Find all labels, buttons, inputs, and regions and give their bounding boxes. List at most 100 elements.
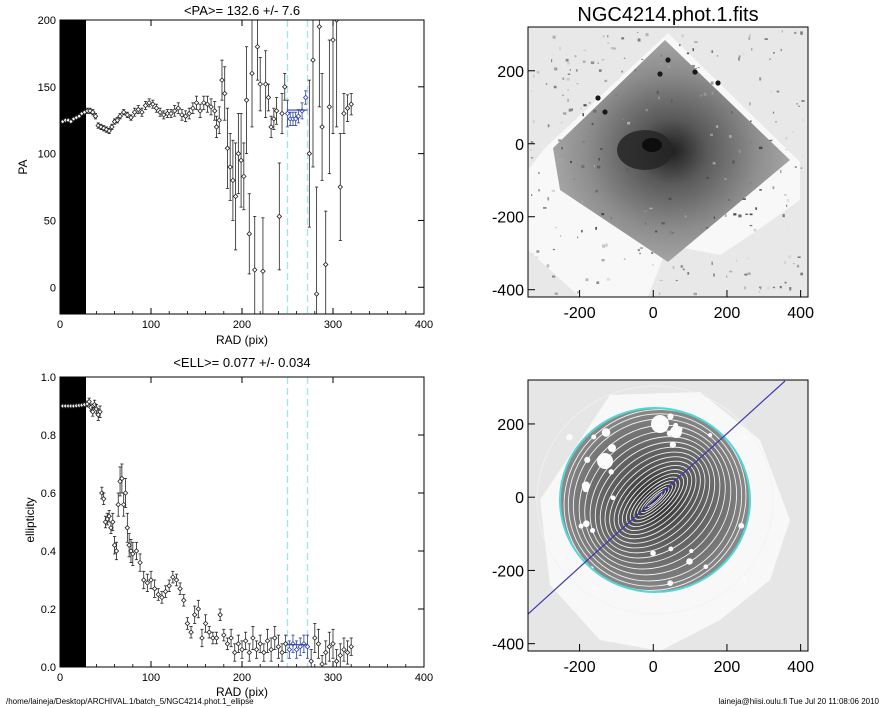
ell-point-46 xyxy=(173,573,180,587)
isophote-3 xyxy=(640,486,670,514)
masked-hole xyxy=(583,520,590,528)
galaxy-speck xyxy=(615,94,618,96)
galaxy-speck xyxy=(716,125,719,128)
galaxy-speck xyxy=(789,287,792,291)
galaxy-speck xyxy=(576,83,579,85)
galaxy-speck xyxy=(623,258,626,260)
isophote-y-ticks: -400 -200 0 200 xyxy=(492,417,535,654)
galaxy-speck xyxy=(554,292,558,295)
ell-point-57 xyxy=(213,631,220,645)
galaxy-speck xyxy=(801,154,804,157)
galaxy-speck xyxy=(533,120,535,124)
pa-xtick-label-200: 200 xyxy=(233,319,251,331)
galaxy-speck xyxy=(770,90,772,92)
img2-xtick-label-0: 0 xyxy=(649,659,658,676)
galaxy-speck xyxy=(736,260,738,262)
ell-point-21 xyxy=(106,509,112,523)
galaxy-speck xyxy=(694,41,698,43)
pa-point-28 xyxy=(142,101,149,110)
pa-point-59 xyxy=(243,46,250,155)
pa-ytick-label-150: 150 xyxy=(38,82,56,94)
isophote-image-panel: -200 0 200 400 -400 -200 0 200 xyxy=(492,379,814,676)
galaxy-speck xyxy=(783,194,787,196)
ell-point-49 xyxy=(184,617,191,630)
galaxy-speck xyxy=(597,62,599,64)
ell-point-93 xyxy=(344,640,351,665)
galaxy-speck xyxy=(601,59,605,61)
pa-point-36 xyxy=(171,105,178,117)
ell-point-92 xyxy=(341,637,347,662)
pa-point-67 xyxy=(265,83,272,112)
masked-hole xyxy=(739,434,747,442)
galaxy-speck xyxy=(672,266,675,269)
pa-point-44 xyxy=(201,95,207,110)
galaxy-speck xyxy=(680,209,682,211)
pa-axes-frame xyxy=(59,19,425,315)
galaxy-speck xyxy=(547,124,550,128)
galaxy-speck xyxy=(741,52,745,56)
ell-point-55 xyxy=(206,626,213,639)
galaxy-speck xyxy=(772,111,775,114)
masked-hole-large-0 xyxy=(651,415,669,433)
ell-point-58 xyxy=(217,608,223,621)
pa-point-12 xyxy=(92,113,99,120)
galaxy-speck xyxy=(716,55,719,57)
galaxy-speck xyxy=(759,189,762,191)
bright-knot-5 xyxy=(602,109,608,115)
galaxy-speck xyxy=(796,264,800,268)
image-frame xyxy=(527,26,809,298)
pa-point-81 xyxy=(306,79,313,228)
pa-point-93 xyxy=(348,93,354,116)
masked-hole-large-1 xyxy=(670,426,682,438)
galaxy-speck xyxy=(580,108,582,110)
galaxy-speck xyxy=(766,286,771,290)
img2-xtick-label-200: 200 xyxy=(714,659,741,676)
galaxy-speck xyxy=(649,207,653,210)
bright-knot-3 xyxy=(715,80,721,86)
ell-point-86 xyxy=(319,655,325,667)
ell-ytick-label-0.8: 0.8 xyxy=(41,430,56,442)
galaxy-speck xyxy=(776,90,780,93)
ell-point-54 xyxy=(202,614,209,633)
pa-point-17 xyxy=(106,127,112,134)
galaxy-speck xyxy=(530,149,532,151)
galaxy-speck xyxy=(530,253,534,256)
pa-point-84 xyxy=(316,20,323,108)
ell-ylabel: ellipticity xyxy=(23,497,37,542)
ell-point-41 xyxy=(155,588,162,601)
isophote-1 xyxy=(647,493,663,507)
pa-point-53 xyxy=(227,133,233,201)
galaxy-speck xyxy=(732,160,735,164)
footer-user-timestamp: laineja@hiisi.oulu.fi Tue Jul 20 11:08:0… xyxy=(718,697,879,706)
galaxy-speck xyxy=(800,167,803,169)
ell-point-65 xyxy=(242,631,249,650)
galaxy-speck xyxy=(580,229,583,233)
pa-point-62 xyxy=(251,216,258,314)
pa-point-61 xyxy=(249,20,255,128)
ell-point-18 xyxy=(100,492,107,506)
image-y-ticks: -400 -200 0 200 xyxy=(492,64,535,300)
galaxy-speck xyxy=(600,147,603,150)
galaxy-speck xyxy=(748,36,751,40)
pa-ytick-label-200: 200 xyxy=(38,15,56,27)
ell-point-30 xyxy=(122,478,129,508)
ell-point-44 xyxy=(166,579,172,592)
pa-title: <PA>= 132.6 +/- 7.6 xyxy=(184,3,300,18)
galaxy-speck xyxy=(675,279,678,282)
galaxy-speck xyxy=(570,160,572,164)
ell-point-88 xyxy=(326,631,333,662)
galaxy-speck xyxy=(655,230,658,233)
pa-point-38 xyxy=(179,109,185,121)
bright-knot-0 xyxy=(657,71,663,77)
galaxy-speck xyxy=(585,278,589,282)
ell-point-94 xyxy=(348,637,354,656)
ell-point-38 xyxy=(144,573,151,592)
galaxy-speck xyxy=(555,226,557,229)
pa-point-45 xyxy=(204,95,211,113)
ell-point-14 xyxy=(93,404,100,414)
galaxy-speck xyxy=(692,48,694,52)
pa-point-85 xyxy=(319,73,325,181)
galaxy-speck xyxy=(637,38,641,42)
galaxy-speck xyxy=(731,111,734,114)
ell-point-79 xyxy=(293,640,300,659)
